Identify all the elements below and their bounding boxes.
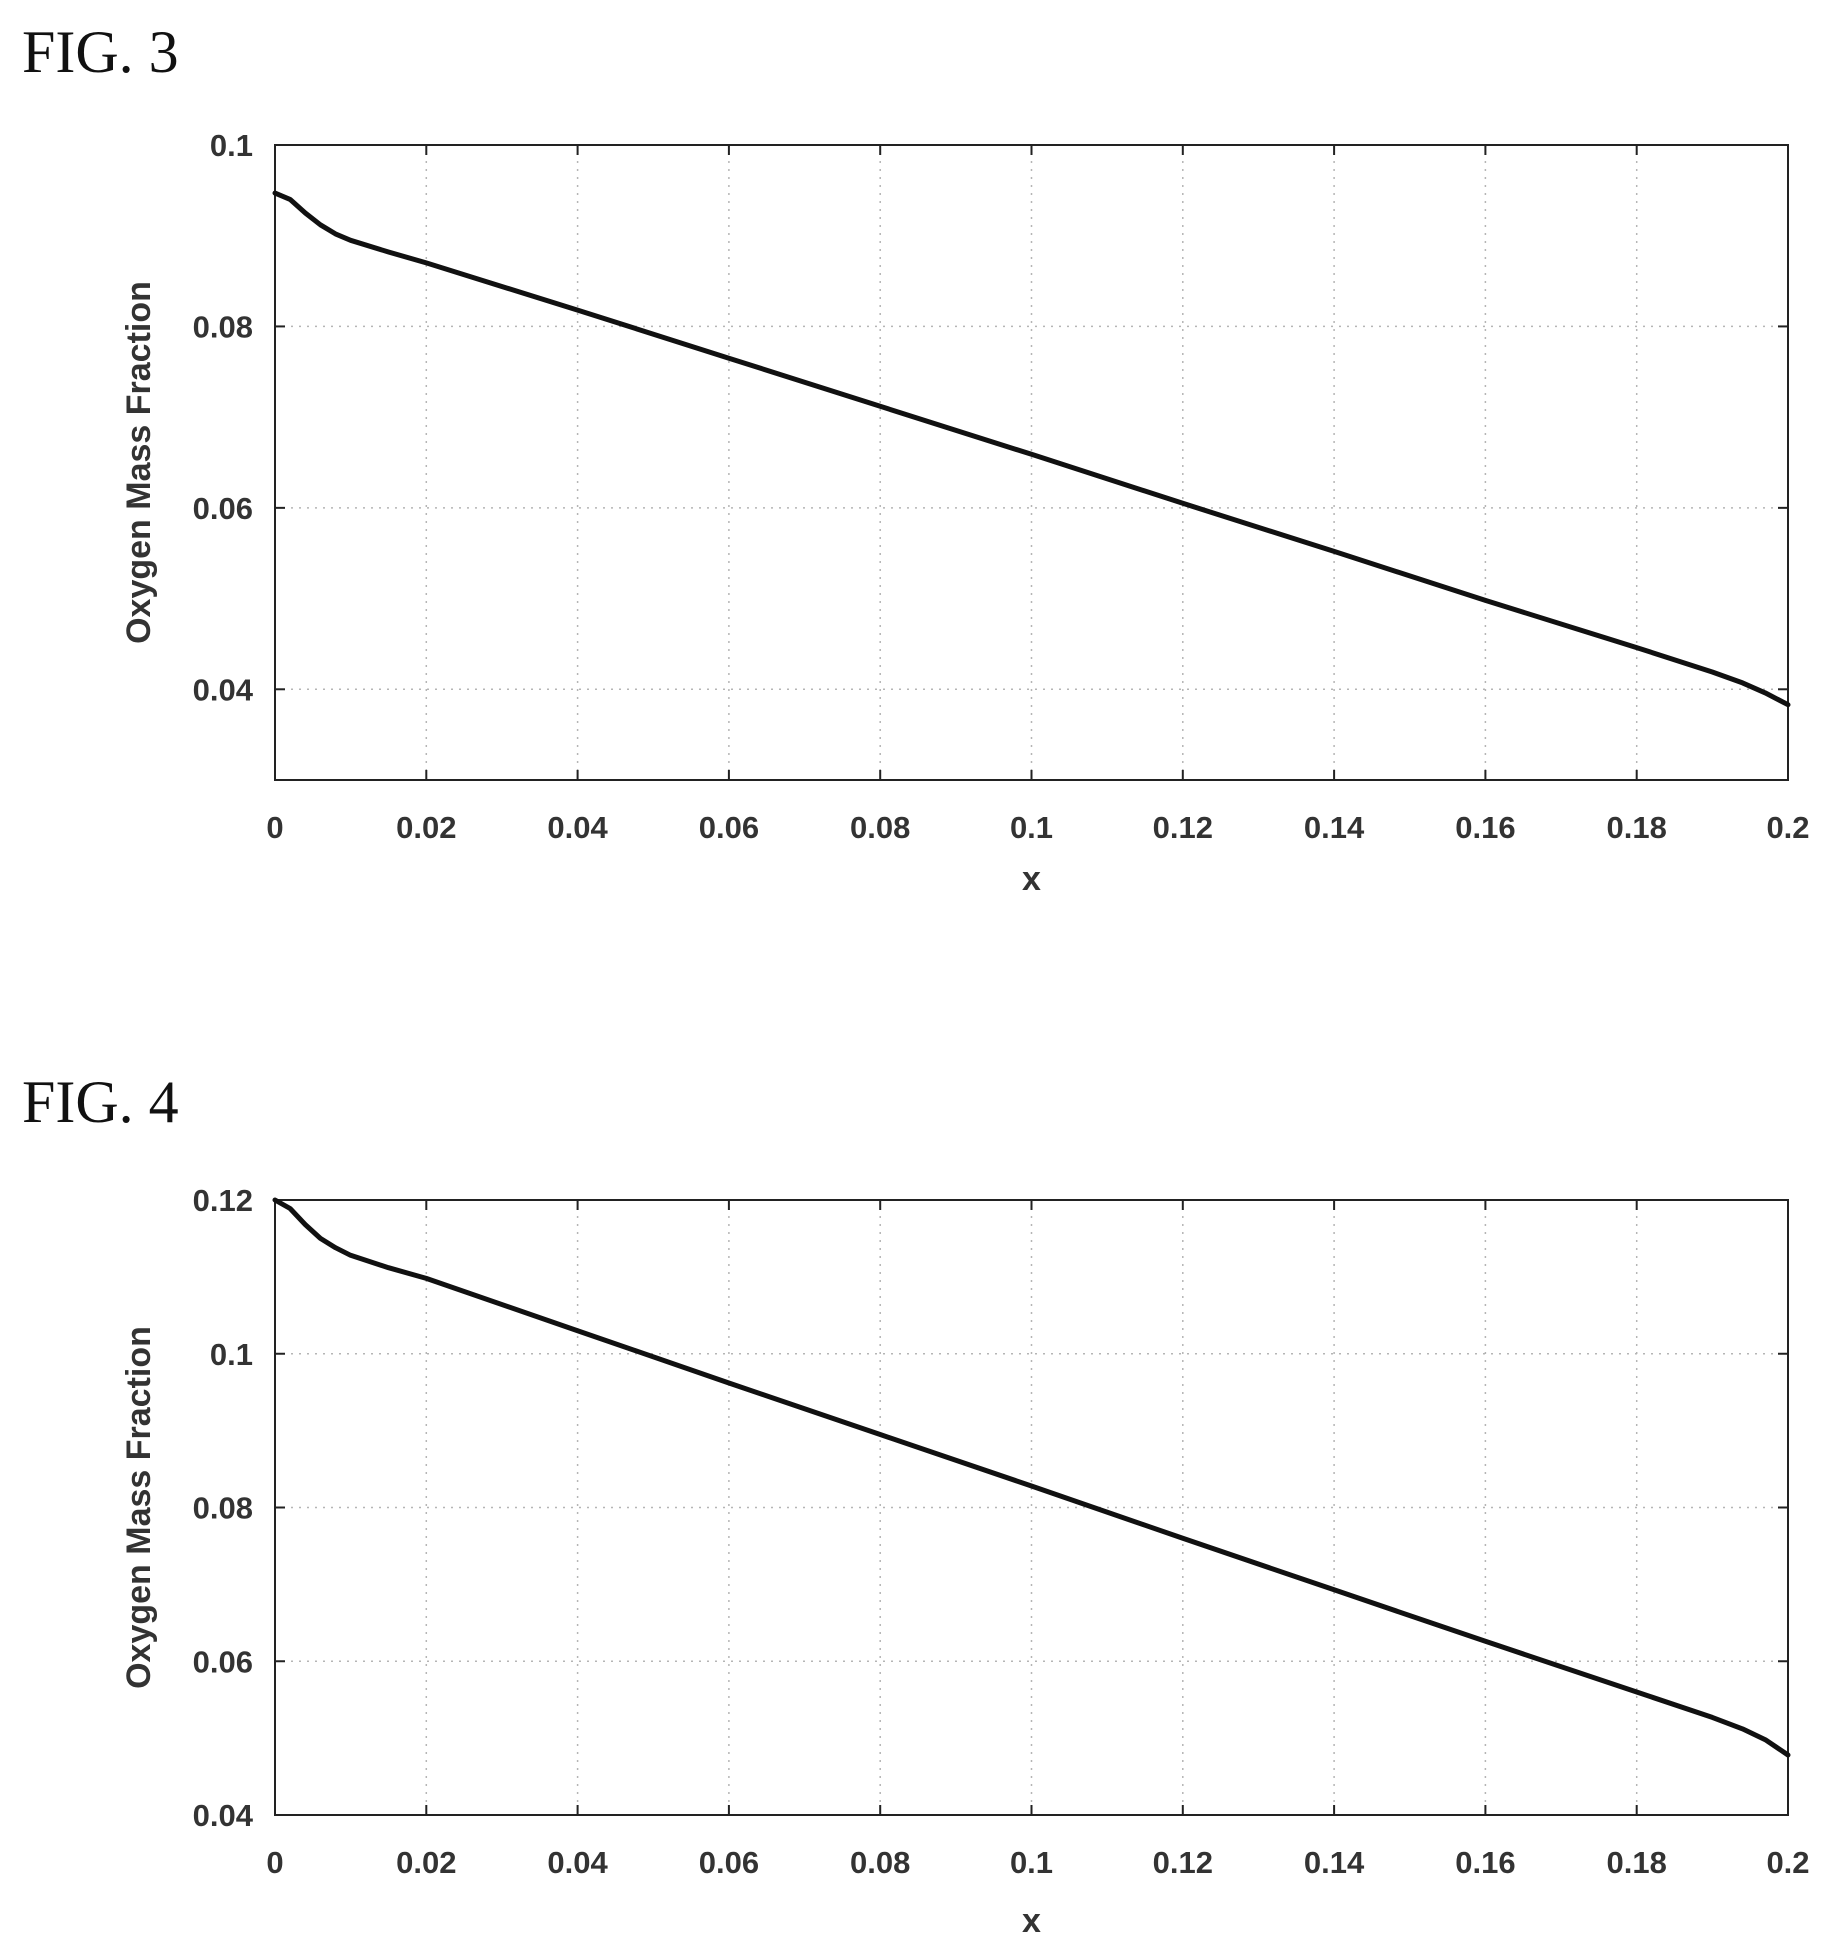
y-tick-label: 0.08 (193, 1491, 253, 1526)
x-tick-label: 0.16 (1455, 810, 1515, 845)
x-tick-label: 0.1 (1010, 1845, 1053, 1880)
x-tick-label: 0.14 (1304, 1845, 1365, 1880)
x-tick-label: 0.18 (1607, 1845, 1667, 1880)
y-tick-label: 0.04 (193, 1798, 254, 1833)
y-tick-label: 0.06 (193, 491, 253, 526)
x-tick-label: 0 (266, 1845, 283, 1880)
x-tick-label: 0.18 (1607, 810, 1667, 845)
series-line (272, 190, 1791, 708)
figure-3-chart: 0 0.02 0.04 0.06 0.08 0.1 0.12 0.14 0.16 0.18 0.2 0… (120, 128, 1810, 898)
y-tick-label: 0.1 (210, 1337, 253, 1372)
y-tick-label: 0.04 (193, 672, 254, 707)
y-tick-label: 0.08 (193, 309, 253, 344)
x-tick-label: 0.12 (1153, 810, 1213, 845)
figure-4-chart: 0 0.02 0.04 0.06 0.08 0.1 0.12 0.14 0.16 0.18 0.2 0… (120, 1183, 1810, 1940)
x-tick-label: 0.2 (1766, 810, 1809, 845)
x-tick-label: 0.04 (547, 1845, 608, 1880)
x-tick-label: 0 (266, 810, 283, 845)
plot-area (275, 145, 1788, 780)
figure-3-label: FIG. 3 (22, 19, 179, 85)
series-line (272, 1197, 1791, 1758)
y-axis-label: Oxygen Mass Fraction (120, 1326, 158, 1689)
y-tick-label: 0.06 (193, 1644, 253, 1679)
x-tick-label: 0.04 (547, 810, 608, 845)
x-tick-label: 0.14 (1304, 810, 1365, 845)
y-tick-label: 0.12 (193, 1183, 253, 1218)
x-tick-label: 0.12 (1153, 1845, 1213, 1880)
x-tick-label: 0.06 (699, 810, 759, 845)
y-axis-label: Oxygen Mass Fraction (120, 281, 158, 644)
x-tick-label: 0.02 (396, 1845, 456, 1880)
x-axis-label: x (1022, 1902, 1041, 1940)
x-tick-label: 0.08 (850, 810, 910, 845)
x-tick-label: 0.02 (396, 810, 456, 845)
x-tick-label: 0.06 (699, 1845, 759, 1880)
x-tick-label: 0.08 (850, 1845, 910, 1880)
x-tick-label: 0.16 (1455, 1845, 1515, 1880)
x-axis-label: x (1022, 860, 1041, 898)
plot-area (275, 1200, 1788, 1815)
x-tick-label: 0.2 (1766, 1845, 1809, 1880)
y-tick-label: 0.1 (210, 128, 253, 163)
figure-4-label: FIG. 4 (22, 1069, 179, 1135)
x-tick-label: 0.1 (1010, 810, 1053, 845)
